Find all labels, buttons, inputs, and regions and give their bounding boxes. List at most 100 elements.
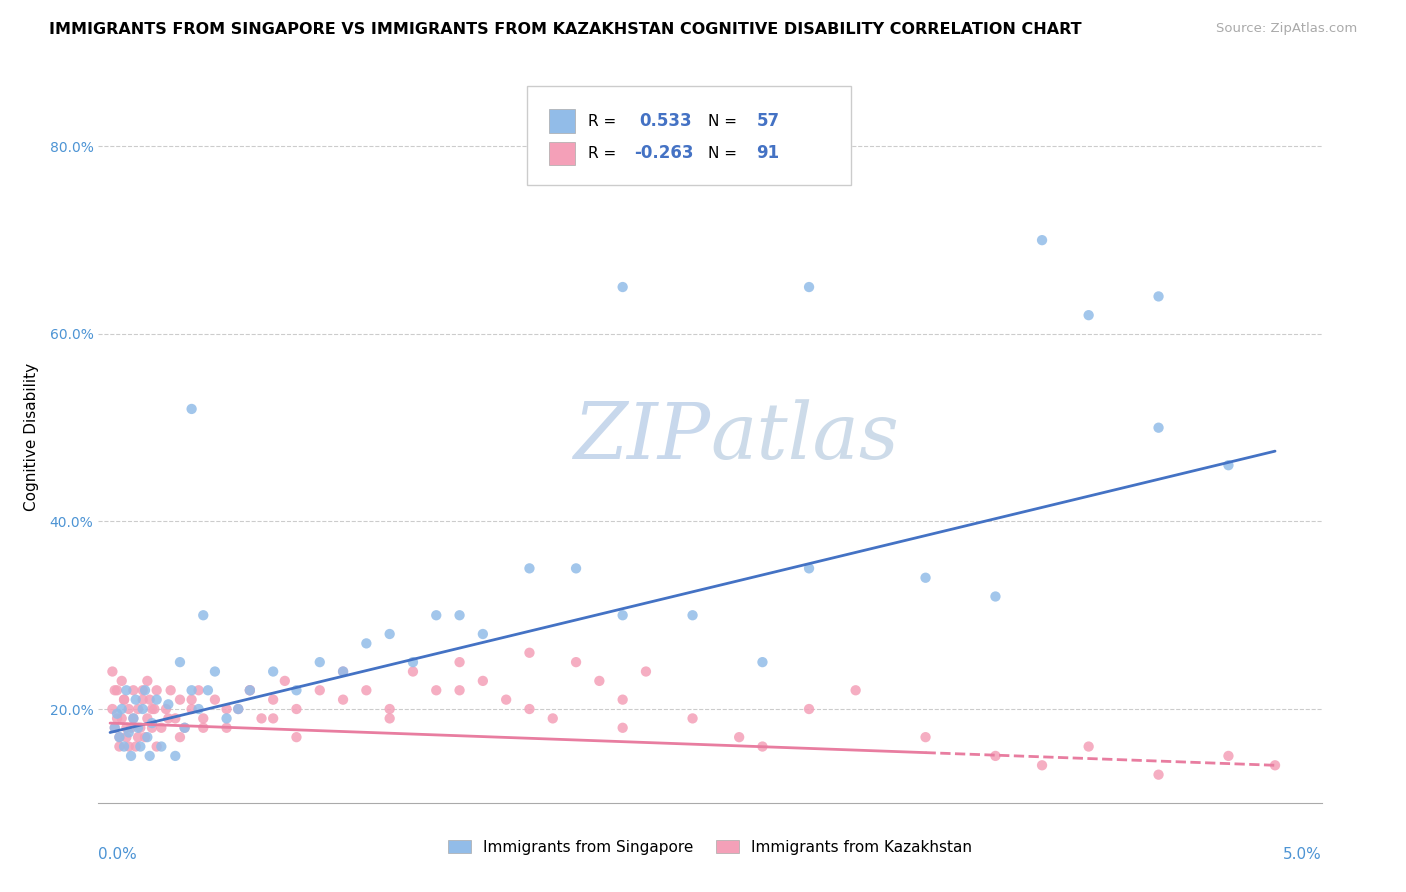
Point xyxy=(682,608,704,623)
Point xyxy=(125,739,148,754)
Point xyxy=(612,692,634,706)
Y-axis label: Cognitive Disability: Cognitive Disability xyxy=(24,363,38,511)
Point xyxy=(115,730,138,744)
Point xyxy=(471,627,494,641)
Point xyxy=(150,739,173,754)
Point xyxy=(129,721,152,735)
Point xyxy=(378,627,401,641)
Point xyxy=(449,655,471,669)
Point xyxy=(145,692,167,706)
Text: R =: R = xyxy=(588,113,621,128)
Point xyxy=(131,683,153,698)
Point xyxy=(751,739,773,754)
Point xyxy=(914,571,936,585)
Point xyxy=(285,683,308,698)
Point xyxy=(101,665,124,679)
Point xyxy=(108,730,131,744)
Point xyxy=(104,721,127,735)
Point xyxy=(226,702,249,716)
Point xyxy=(193,721,215,735)
Point xyxy=(378,711,401,725)
Point xyxy=(402,655,425,669)
Point xyxy=(797,280,820,294)
Point xyxy=(118,725,141,739)
Point xyxy=(145,683,167,698)
Point xyxy=(111,702,134,716)
Point xyxy=(118,702,141,716)
Text: 0.533: 0.533 xyxy=(640,112,692,130)
Point xyxy=(332,665,354,679)
Point xyxy=(541,711,564,725)
Point xyxy=(105,706,128,721)
Point xyxy=(187,702,209,716)
Point xyxy=(215,702,238,716)
Point xyxy=(105,711,128,725)
Point xyxy=(449,683,471,698)
Point xyxy=(1218,458,1240,473)
Point xyxy=(136,711,159,725)
Point xyxy=(165,748,187,763)
Point xyxy=(143,702,166,716)
Point xyxy=(120,748,142,763)
Point xyxy=(122,711,145,725)
FancyBboxPatch shape xyxy=(548,110,575,133)
Point xyxy=(1031,233,1053,247)
Point xyxy=(169,730,191,744)
Point xyxy=(120,721,142,735)
FancyBboxPatch shape xyxy=(526,86,851,185)
Point xyxy=(115,683,138,698)
Point xyxy=(425,683,447,698)
Point xyxy=(165,711,187,725)
Point xyxy=(138,692,160,706)
Point xyxy=(285,730,308,744)
Point xyxy=(226,702,249,716)
Point xyxy=(612,608,634,623)
Text: Source: ZipAtlas.com: Source: ZipAtlas.com xyxy=(1216,22,1357,36)
Point xyxy=(274,673,297,688)
Point xyxy=(180,702,202,716)
Point xyxy=(141,716,163,731)
Text: 5.0%: 5.0% xyxy=(1282,847,1322,862)
Point xyxy=(612,280,634,294)
Point xyxy=(356,636,378,650)
Point xyxy=(141,702,163,716)
Point xyxy=(112,739,135,754)
Point xyxy=(105,683,128,698)
Point xyxy=(378,702,401,716)
Point xyxy=(984,748,1007,763)
Point xyxy=(308,683,330,698)
Point xyxy=(134,683,156,698)
Point xyxy=(127,730,149,744)
Point xyxy=(797,702,820,716)
Point xyxy=(519,561,541,575)
Point xyxy=(308,655,330,669)
Point xyxy=(356,683,378,698)
Point xyxy=(122,683,145,698)
Text: 0.0%: 0.0% xyxy=(98,847,138,862)
Point xyxy=(112,692,135,706)
Point xyxy=(332,665,354,679)
Point xyxy=(122,711,145,725)
Point xyxy=(180,683,202,698)
Text: IMMIGRANTS FROM SINGAPORE VS IMMIGRANTS FROM KAZAKHSTAN COGNITIVE DISABILITY COR: IMMIGRANTS FROM SINGAPORE VS IMMIGRANTS … xyxy=(49,22,1081,37)
Point xyxy=(136,730,159,744)
Point xyxy=(169,655,191,669)
Point xyxy=(565,561,588,575)
Point xyxy=(108,739,131,754)
Point xyxy=(136,673,159,688)
Point xyxy=(115,721,138,735)
Point xyxy=(285,702,308,716)
Point xyxy=(239,683,262,698)
Point xyxy=(751,655,773,669)
Point xyxy=(127,702,149,716)
Point xyxy=(193,711,215,725)
Point xyxy=(682,711,704,725)
Point xyxy=(101,702,124,716)
Point xyxy=(239,683,262,698)
Text: 57: 57 xyxy=(756,112,780,130)
Point xyxy=(173,721,195,735)
Point xyxy=(332,692,354,706)
Point xyxy=(449,608,471,623)
Point xyxy=(204,692,226,706)
Point xyxy=(108,730,131,744)
